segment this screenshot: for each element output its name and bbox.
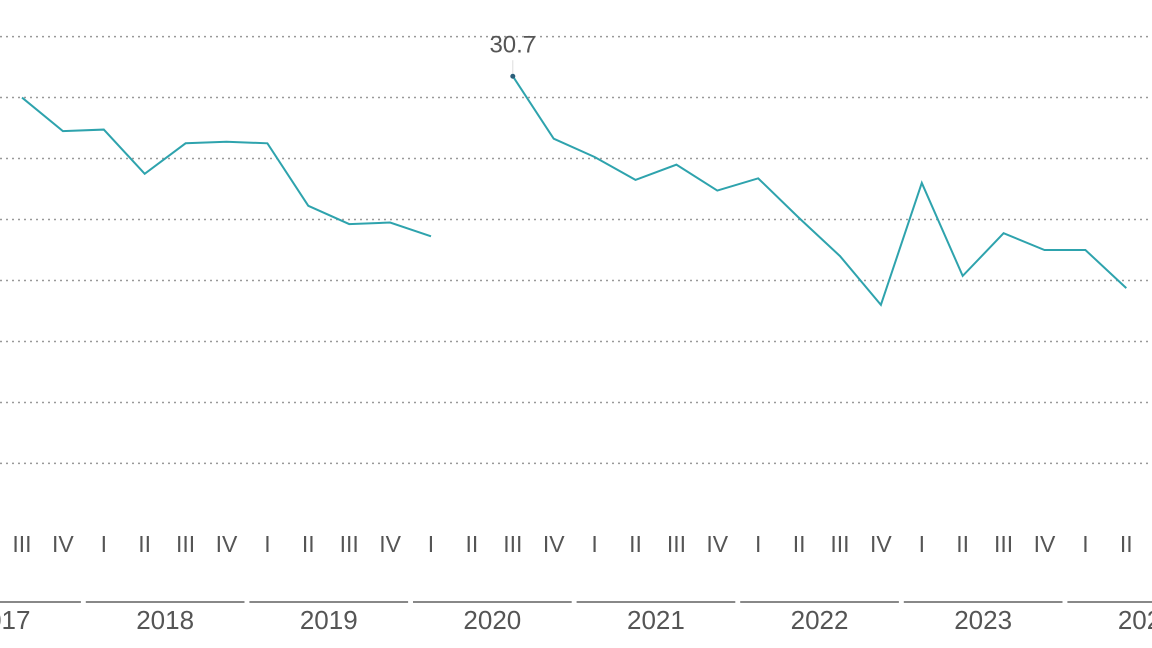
year-label: 2019: [300, 605, 358, 635]
x-tick-label: I: [101, 531, 107, 557]
line-series: [21, 96, 432, 238]
year-label: 2022: [791, 605, 849, 635]
year-label: 2020: [463, 605, 521, 635]
x-tick-label: II: [1120, 531, 1133, 557]
x-tick-label: I: [428, 531, 434, 557]
x-tick-label: III: [12, 531, 31, 557]
x-tick-label: I: [264, 531, 270, 557]
x-tick-label: III: [667, 531, 686, 557]
x-tick-label: II: [793, 531, 806, 557]
data-label: 30.7: [489, 32, 536, 59]
x-tick-label: IV: [1034, 531, 1056, 557]
x-tick-label: II: [138, 531, 151, 557]
x-tick-label: I: [591, 531, 597, 557]
x-tick-label: I: [1082, 531, 1088, 557]
year-label: 2021: [627, 605, 685, 635]
x-tick-label: IV: [870, 531, 892, 557]
x-tick-label: II: [302, 531, 315, 557]
x-tick-label: II: [466, 531, 479, 557]
x-tick-label: II: [629, 531, 642, 557]
x-tick-label: IV: [216, 531, 238, 557]
x-tick-label: IV: [52, 531, 74, 557]
x-tick-label: IV: [379, 531, 401, 557]
year-label: 2023: [954, 605, 1012, 635]
x-tick-label: IV: [543, 531, 565, 557]
line-series: [511, 75, 1127, 307]
x-tick-label: III: [994, 531, 1013, 557]
year-label: 2024: [1118, 605, 1152, 635]
x-tick-label: III: [340, 531, 359, 557]
x-tick-label: I: [755, 531, 761, 557]
year-label: 2017: [0, 605, 30, 635]
point: [510, 73, 516, 79]
x-tick-label: IV: [706, 531, 728, 557]
year-label: 2018: [136, 605, 194, 635]
x-tick-label: II: [956, 531, 969, 557]
x-tick-label: III: [503, 531, 522, 557]
x-tick-label: I: [919, 531, 925, 557]
x-tick-label: III: [830, 531, 849, 557]
x-tick-label: III: [176, 531, 195, 557]
